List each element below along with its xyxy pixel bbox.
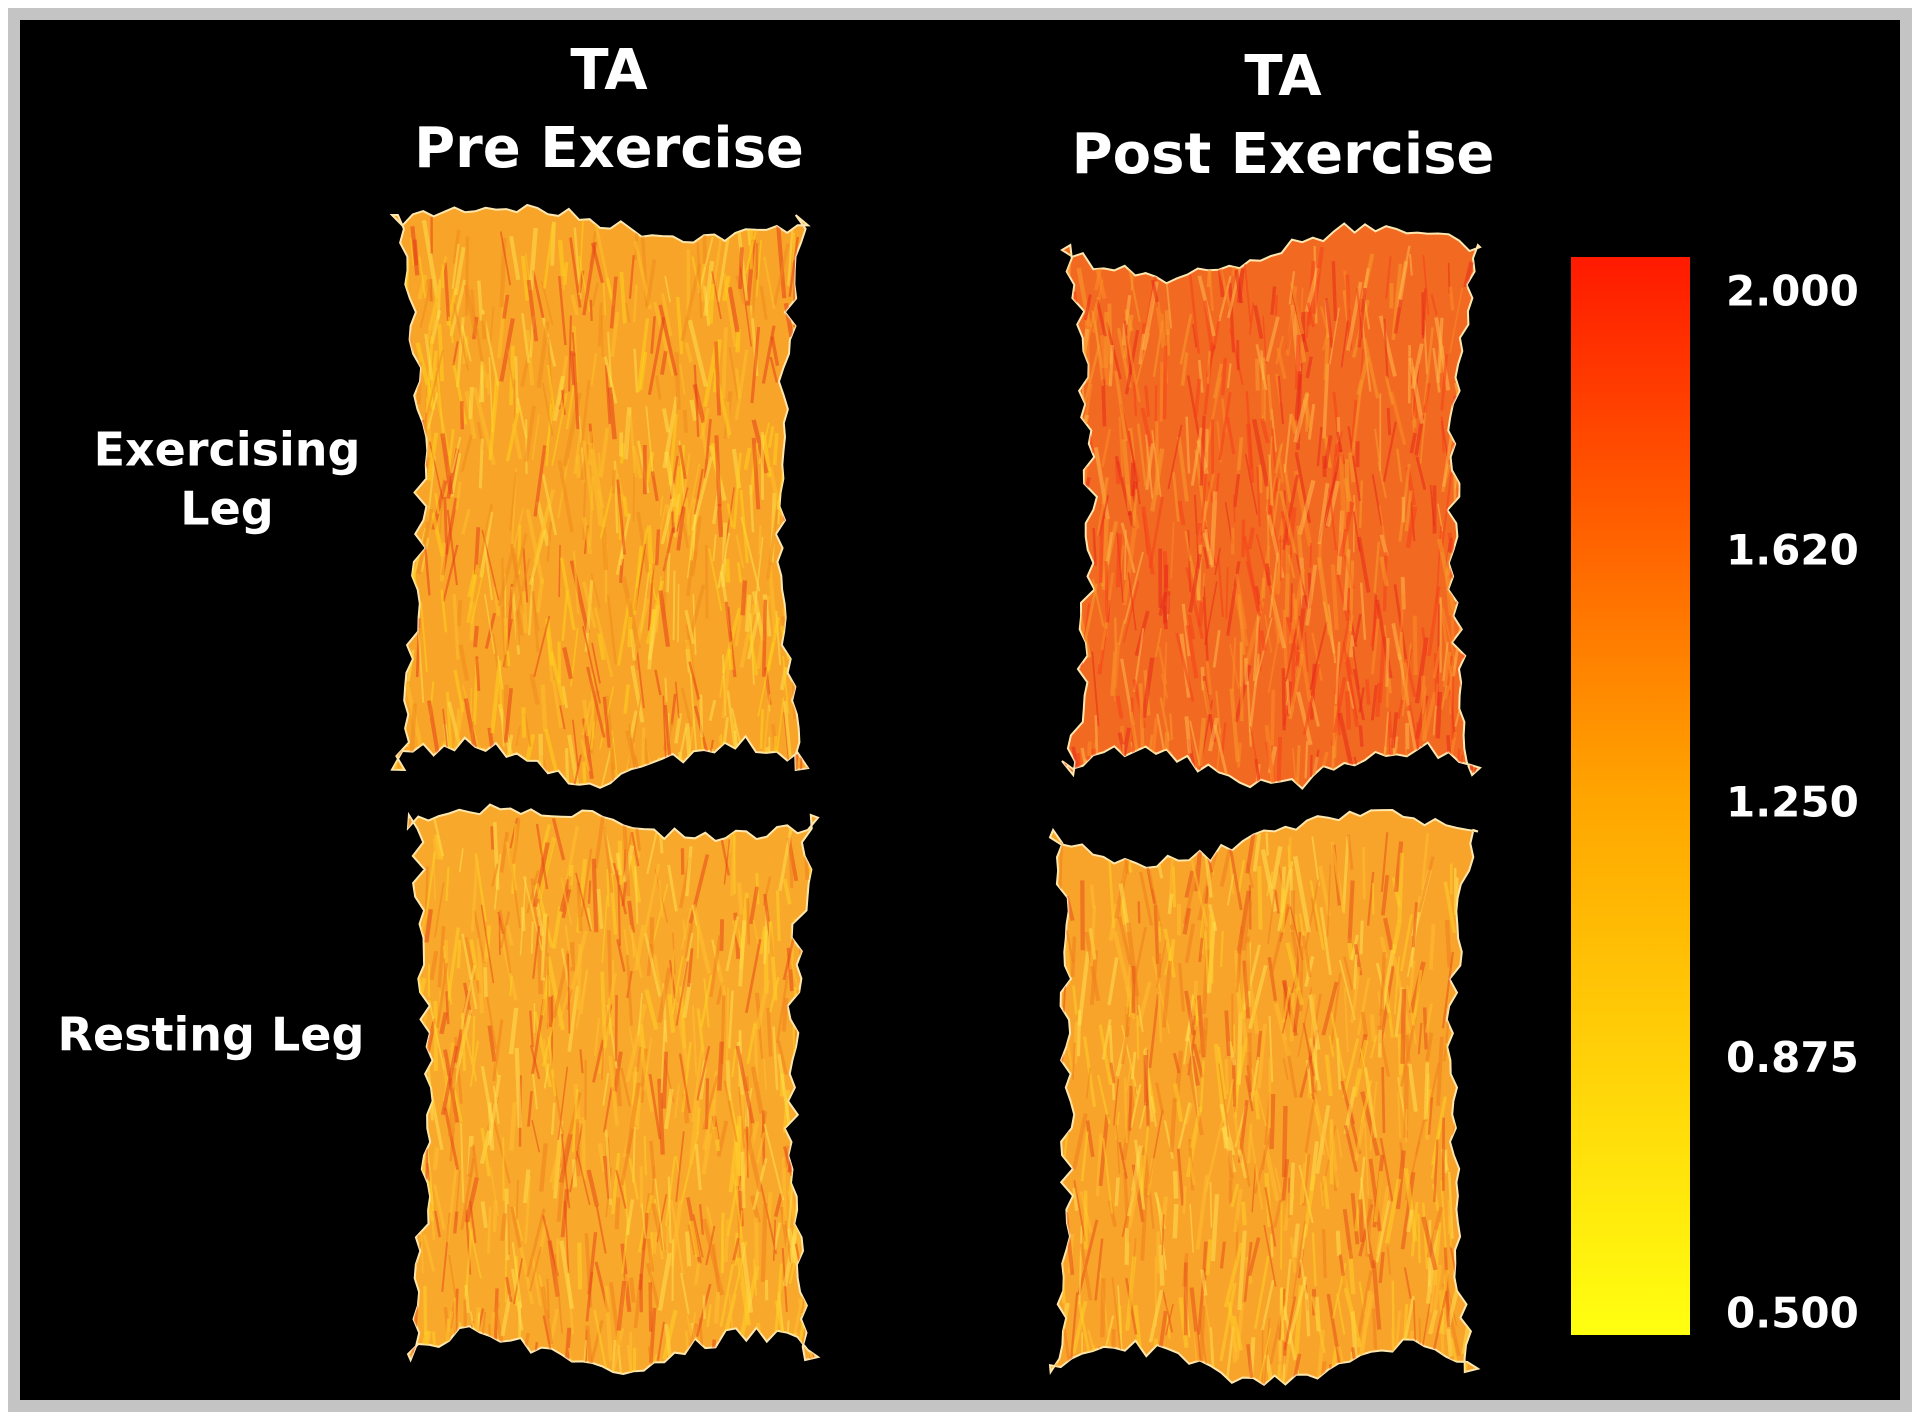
colorbar: 2.000 1.620 1.250 0.875 0.500 [1571,257,1859,1338]
colorbar-tick-label: 1.250 [1726,778,1859,827]
column-title: Post Exercise [1072,122,1495,187]
row-label: Exercising [94,423,361,477]
colorbar-tick-label: 2.000 [1726,267,1859,316]
colorbar-tick-label: 1.620 [1726,525,1859,574]
column-title: Pre Exercise [414,116,804,181]
column-title: TA [1244,44,1322,109]
colorbar-gradient [1571,257,1690,1335]
row-label: Leg [180,482,273,536]
row-label: Resting Leg [58,1008,365,1062]
column-title: TA [570,38,648,103]
colorbar-tick-label: 0.875 [1726,1033,1859,1082]
colorbar-tick-label: 0.500 [1726,1289,1859,1338]
